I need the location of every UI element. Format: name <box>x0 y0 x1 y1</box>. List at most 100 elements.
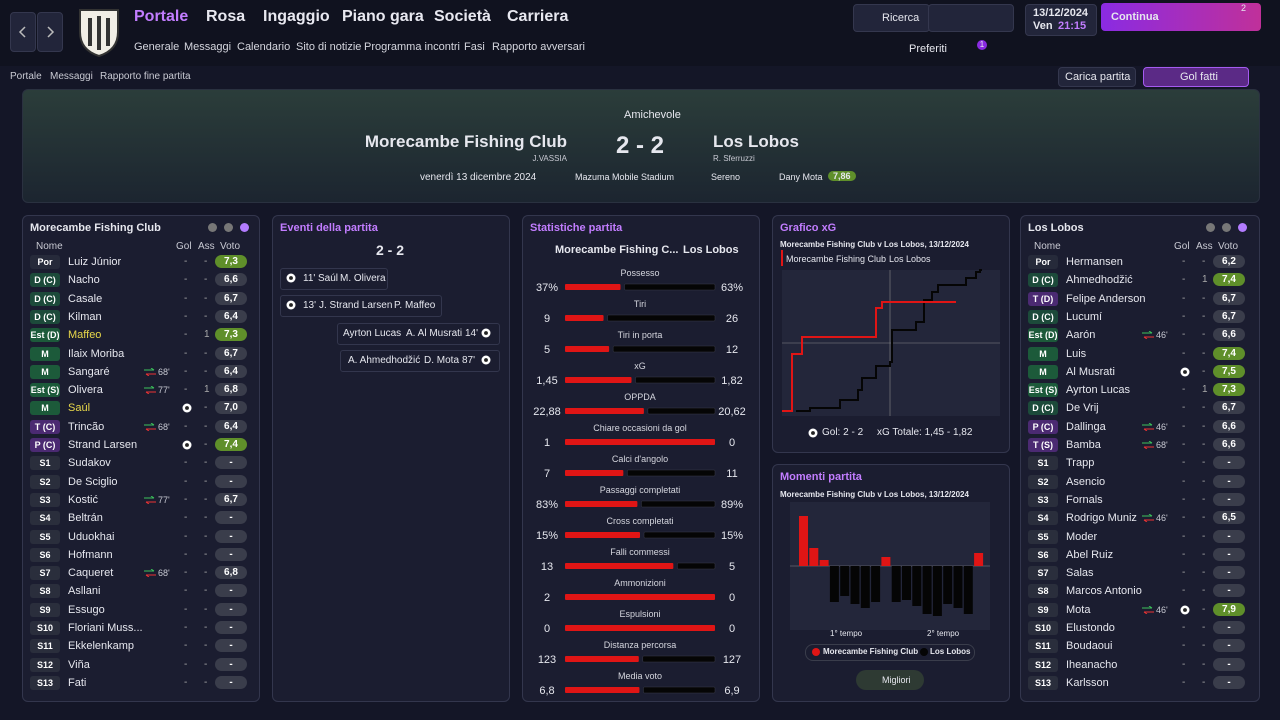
momentum-bar <box>974 553 984 566</box>
back-button[interactable] <box>10 12 36 52</box>
player-name[interactable]: Rodrigo Muniz <box>1066 512 1137 525</box>
event <box>340 350 500 372</box>
player-name[interactable]: De Vrij <box>1066 402 1099 415</box>
player-name[interactable]: Ahmedhodžić <box>1066 274 1133 287</box>
breadcrumb-item[interactable]: Messaggi <box>50 71 93 82</box>
menu-item[interactable]: Rosa <box>206 8 246 25</box>
player-name[interactable]: Elustondo <box>1066 622 1115 634</box>
player-name[interactable]: Luiz Júnior <box>68 256 122 268</box>
player-name[interactable]: Fornals <box>1066 493 1103 506</box>
player-name[interactable]: Maffeo <box>68 329 102 342</box>
best-button[interactable]: Migliori <box>856 670 924 690</box>
menu-item[interactable]: Portale <box>134 8 189 25</box>
player-name[interactable]: Essugo <box>68 603 105 616</box>
player-name[interactable]: Olivera <box>68 384 103 397</box>
momentum-legend <box>805 644 975 661</box>
player-name[interactable]: Sudakov <box>68 457 111 470</box>
goals-button[interactable]: Gol fatti <box>1143 67 1249 87</box>
icon-buttons[interactable] <box>928 4 1014 32</box>
player-name[interactable]: Trapp <box>1066 457 1095 470</box>
page-dot[interactable] <box>224 223 233 232</box>
assists: - <box>1202 622 1206 633</box>
player-name[interactable]: Viña <box>68 658 90 671</box>
favorites[interactable]: Preferiti <box>909 43 947 55</box>
stat-bar-home <box>565 315 604 321</box>
player-name[interactable]: Iheanacho <box>1066 658 1118 671</box>
player-name[interactable]: Felipe Anderson <box>1066 292 1146 305</box>
stat-bar-home <box>565 625 715 631</box>
forward-button[interactable] <box>37 12 63 52</box>
player-name[interactable]: Kostić <box>68 493 98 506</box>
player-name[interactable]: Hofmann <box>68 548 113 561</box>
submenu-item[interactable]: Sito di notizie <box>296 41 362 53</box>
submenu-item[interactable]: Fasi <box>464 41 485 53</box>
stat-label: Cross completati <box>606 516 674 526</box>
submenu-item[interactable]: Rapporto avversari <box>492 41 585 53</box>
player-name[interactable]: Abel Ruiz <box>1066 548 1114 561</box>
player-name[interactable]: Ilaix Moriba <box>68 347 125 360</box>
submenu-item[interactable]: Programma incontri <box>364 41 460 53</box>
player-name[interactable]: Caqueret <box>68 567 114 580</box>
position-badge: P (C) <box>30 438 60 452</box>
player-name[interactable]: Ekkelenkamp <box>68 640 135 653</box>
player-name[interactable]: Asllani <box>68 585 101 598</box>
momentum-bar <box>809 548 819 566</box>
player-name[interactable]: Karlsson <box>1066 676 1109 689</box>
page-dot[interactable] <box>1238 223 1247 232</box>
submenu-item[interactable]: Messaggi <box>184 41 232 53</box>
page-dot[interactable] <box>1222 223 1231 232</box>
player-name[interactable]: Casale <box>68 292 103 305</box>
player-name[interactable]: De Sciglio <box>68 475 118 488</box>
player-name[interactable]: Marcos Antonio <box>1066 585 1142 598</box>
player-name[interactable]: Moder <box>1066 530 1098 543</box>
player-name[interactable]: Trincão <box>68 420 105 433</box>
page-dot[interactable] <box>1206 223 1215 232</box>
player-name[interactable]: Saúl <box>68 402 91 415</box>
player-name[interactable]: Beltrán <box>68 512 103 525</box>
menu-item[interactable]: Carriera <box>507 8 569 25</box>
player-name[interactable]: Fati <box>68 676 87 689</box>
player-name[interactable]: Asencio <box>1066 475 1106 488</box>
menu-item[interactable]: Piano gara <box>342 8 424 25</box>
page-dot[interactable] <box>240 223 249 232</box>
player-name[interactable]: Strand Larsen <box>68 439 138 451</box>
arrow-out <box>145 501 156 504</box>
page-dot[interactable] <box>208 223 217 232</box>
breadcrumb-item[interactable]: Rapporto fine partita <box>100 71 191 82</box>
submenu-item[interactable]: Calendario <box>237 41 291 53</box>
player-name[interactable]: Salas <box>1066 567 1094 580</box>
stat-home: 9 <box>543 313 551 325</box>
submenu-item[interactable]: Generale <box>134 41 180 53</box>
date: 13/12/2024 <box>1033 7 1089 19</box>
player-name[interactable]: Luis <box>1066 347 1087 360</box>
player-name[interactable]: Lucumí <box>1066 310 1103 323</box>
assists: - <box>1202 585 1206 597</box>
player-name[interactable]: Boudaoui <box>1066 640 1113 653</box>
player-name[interactable]: Ayrton Lucas <box>1066 384 1131 397</box>
assists: - <box>1202 603 1206 615</box>
player-name[interactable]: Floriani Muss... <box>68 622 143 634</box>
player-name[interactable]: Hermansen <box>1066 256 1123 268</box>
breadcrumb-item[interactable]: Portale <box>10 71 42 82</box>
momentum-bar <box>840 566 850 596</box>
player-name[interactable]: Sangaré <box>68 365 110 378</box>
player-name[interactable]: Al Musrati <box>1066 365 1115 378</box>
stats-panel <box>522 215 760 702</box>
goals: - <box>1182 310 1186 322</box>
continue-button[interactable]: Continua 2 <box>1101 3 1261 31</box>
player-name[interactable]: Dallinga <box>1066 420 1106 433</box>
search-button[interactable]: Ricerca <box>853 4 930 32</box>
player-name[interactable]: Uduokhai <box>68 530 115 543</box>
menu-item[interactable]: Ingaggio <box>263 8 330 25</box>
player-name[interactable]: Nacho <box>68 274 100 287</box>
player-name[interactable]: Aarón <box>1066 329 1096 342</box>
menu-item[interactable]: Società <box>434 8 491 25</box>
goals: - <box>1182 457 1186 469</box>
player-name[interactable]: Kilman <box>68 310 102 323</box>
player-name[interactable]: Mota <box>1066 603 1091 616</box>
stat-bar-home <box>565 470 624 476</box>
player-name[interactable]: Bamba <box>1066 439 1101 451</box>
load-match-button[interactable]: Carica partita <box>1058 67 1136 87</box>
assists: - <box>1202 530 1206 542</box>
